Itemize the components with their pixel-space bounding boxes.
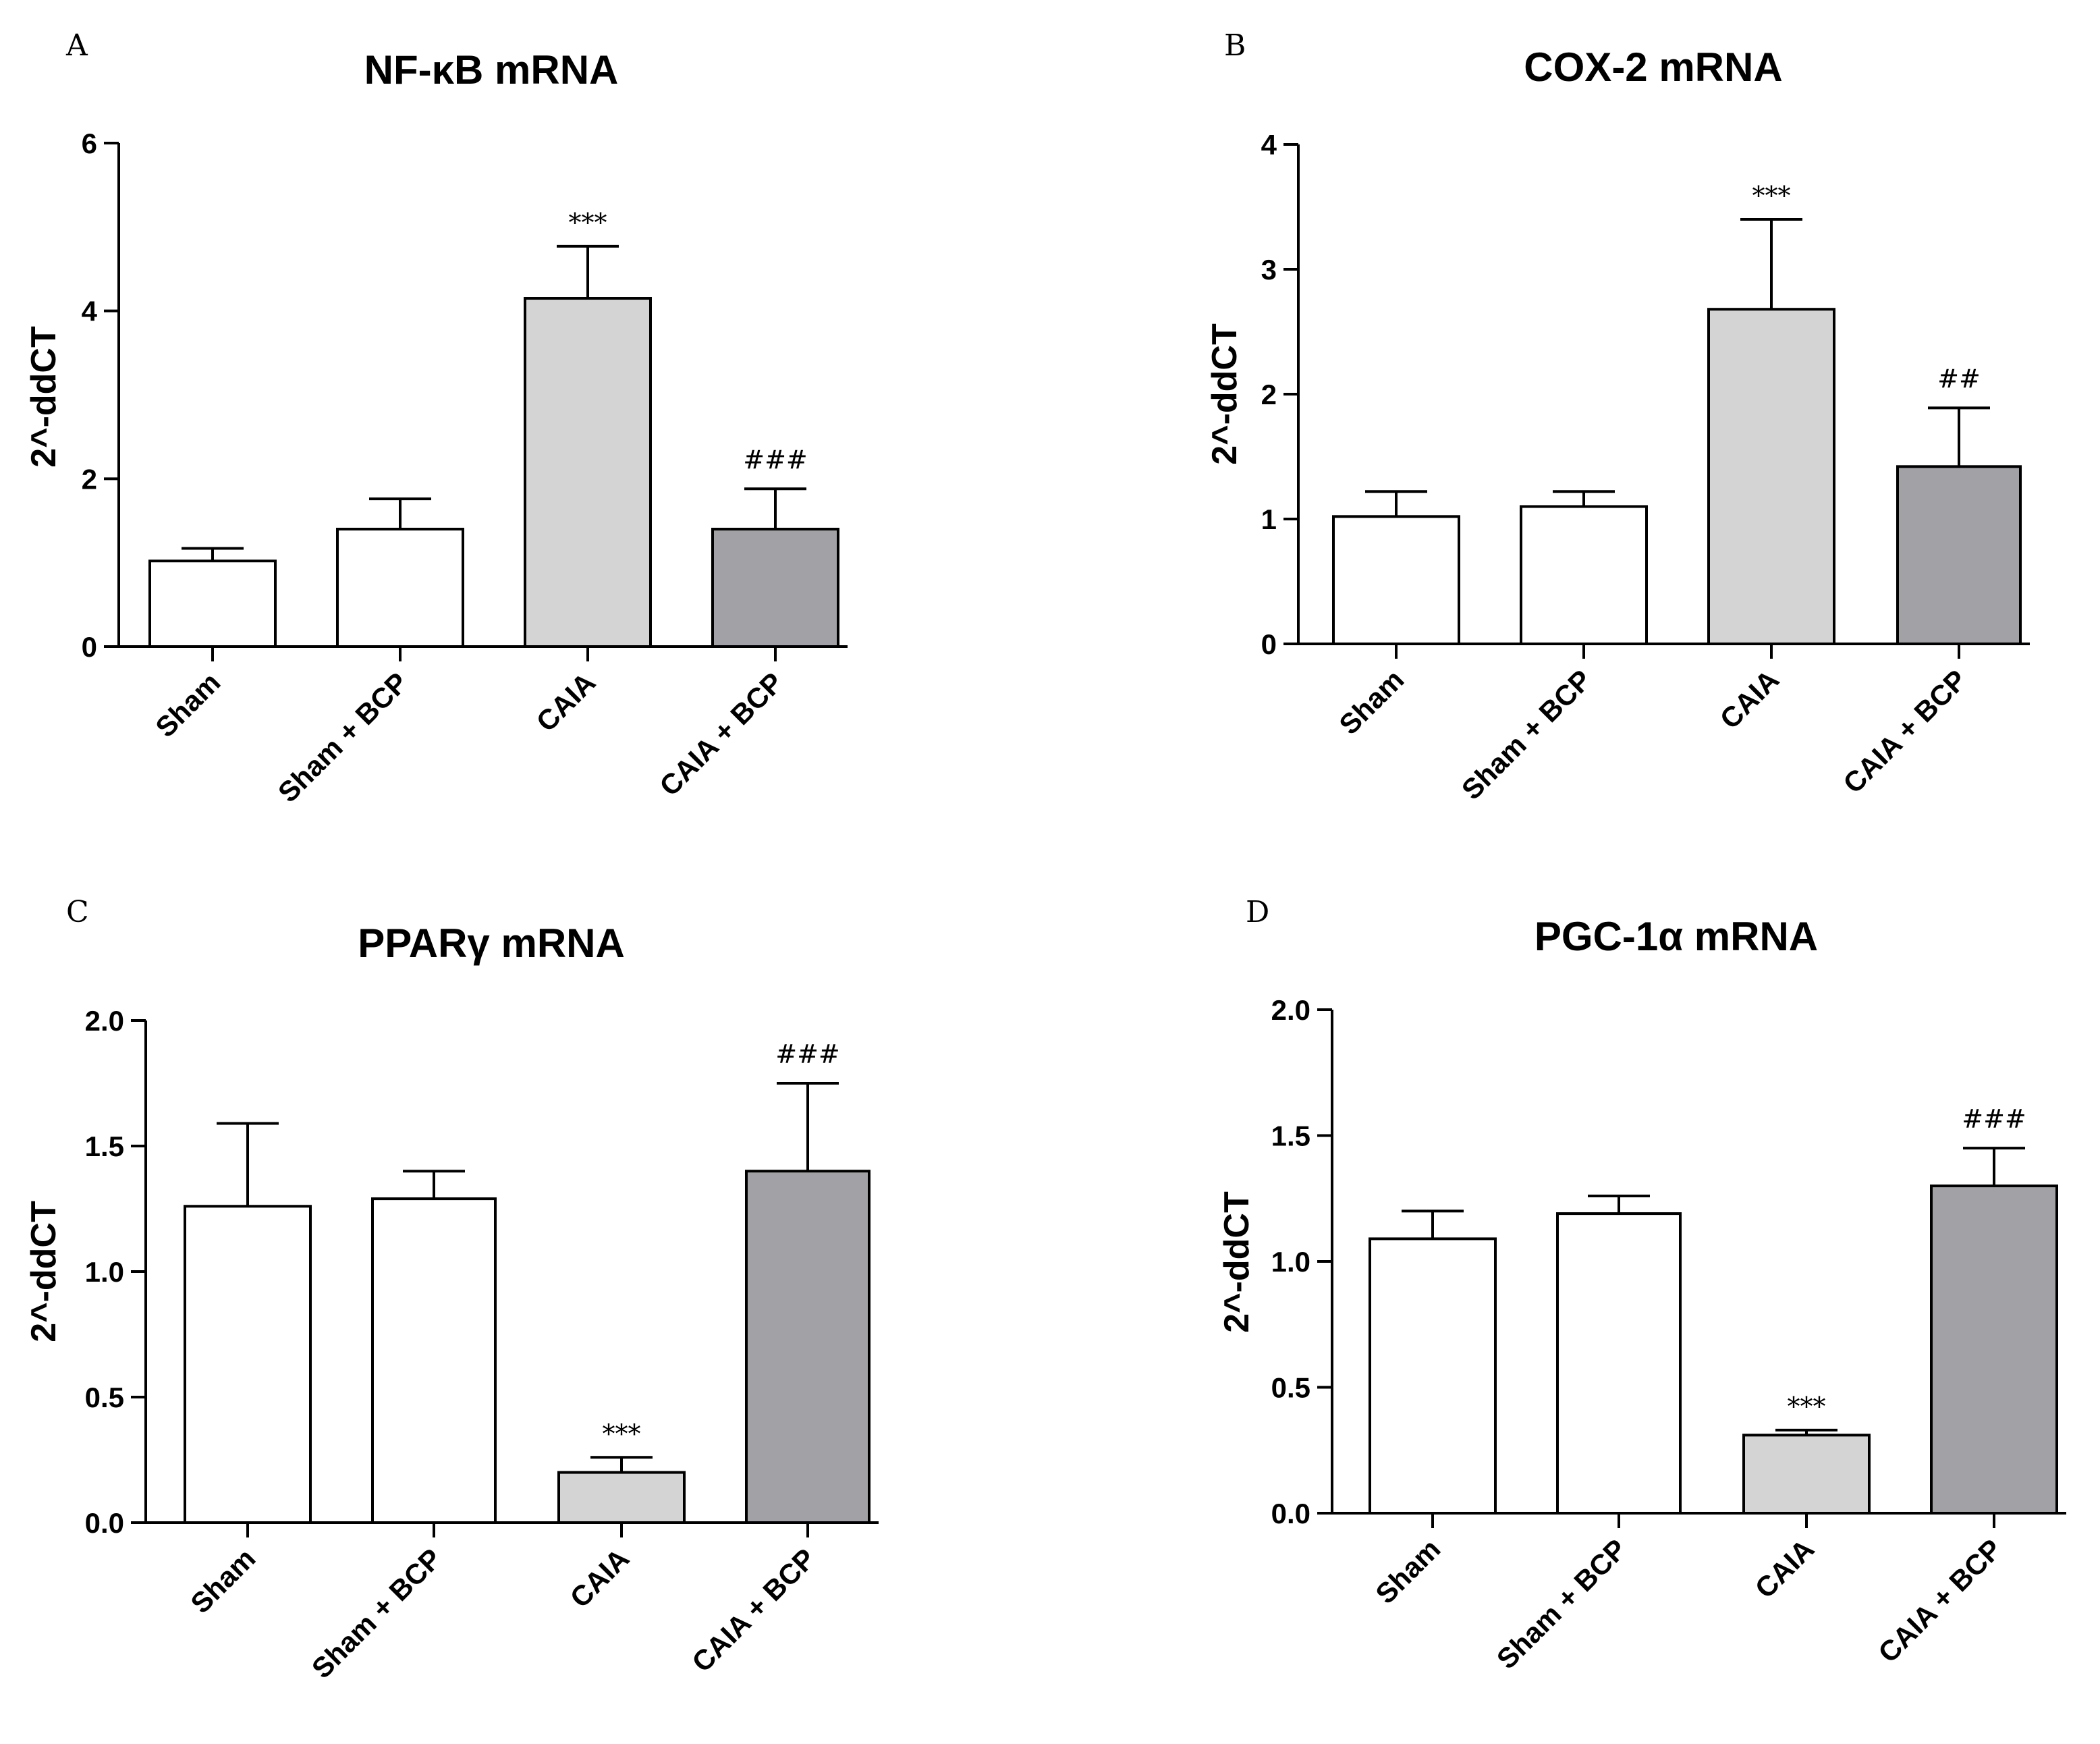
panel-letter: B [1224,28,1246,63]
category-label: Sham [184,1542,261,1619]
panel-d: D PGC-1α mRNA 2^-ddCT *** ### 0.0 0.5 1.0 1.5… [1217,895,2066,1675]
bar [1556,1212,1682,1515]
y-tick-label: 0.5 [85,1382,124,1413]
significance-label: *** [1752,181,1791,211]
category-label: CAIA [1749,1533,1821,1604]
significance-label: *** [603,1419,641,1448]
y-tick-label: 2.0 [1271,994,1310,1026]
bar [1332,515,1460,645]
y-tick-label: 0.0 [85,1507,124,1539]
panel-letter: D [1246,895,1269,929]
panel-letter: A [65,28,88,63]
y-tick-label: 0.5 [1271,1372,1310,1404]
panel-c: C PPARγ mRNA 2^-ddCT *** ### 0.0 0.5 1.0 1.5 2… [24,895,879,1685]
category-label: Sham [149,666,226,743]
y-tick-label: 0 [82,631,97,663]
category-label: Sham [1369,1533,1446,1610]
y-tick-label: 1.5 [1271,1120,1310,1152]
y-tick-label: 2 [82,463,97,495]
category-label: Sham + BCP [306,1542,448,1685]
category-label: CAIA + BCP [1837,663,1972,799]
bar [184,1205,312,1525]
category-label: Sham + BCP [272,666,414,809]
y-tick-label: 4 [1261,129,1277,161]
category-label: CAIA + BCP [653,666,789,802]
category-label: CAIA [564,1542,636,1614]
panel-b: B COX-2 mRNA 2^-ddCT *** ## 0 1 2 3 4 Sham Sham … [1205,28,2030,806]
significance-label: *** [569,208,607,238]
category-label: Sham + BCP [1456,663,1598,806]
y-tick-label: 0.0 [1271,1498,1310,1529]
y-tick-label: 1.0 [1271,1246,1310,1278]
chart-title: NF-κB mRNA [364,47,619,92]
bar [1930,1184,2058,1515]
y-tick-label: 1.0 [85,1256,124,1288]
bar [336,527,464,649]
category-label: CAIA + BCP [1872,1533,2008,1668]
significance-label: *** [1788,1392,1826,1421]
category-label: CAIA [1714,663,1786,735]
category-label: Sham + BCP [1491,1533,1633,1675]
bar [745,1170,871,1524]
bar [148,560,277,648]
y-tick-label: 1.5 [85,1130,124,1162]
panel-a: A NF-κB mRNA 2^-ddCT *** ### 0 2 4 6 Sham Sham … [24,28,848,809]
category-label: CAIA + BCP [686,1542,821,1678]
y-tick-label: 4 [82,296,98,327]
category-label: CAIA [530,666,602,738]
chart-title: COX-2 mRNA [1524,45,1782,90]
y-tick-label: 2 [1261,379,1277,410]
y-tick-label: 3 [1261,254,1277,285]
y-axis-label: 2^-ddCT [1205,323,1244,465]
y-tick-label: 6 [82,128,97,159]
significance-label: ### [775,1039,840,1069]
significance-label: ### [743,445,808,474]
bar [557,1471,686,1525]
y-axis-label: 2^-ddCT [1217,1191,1256,1333]
bar [1707,308,1835,645]
category-label: Sham [1333,663,1410,740]
bar [1369,1237,1497,1515]
chart-title: PGC-1α mRNA [1535,914,1818,959]
y-tick-label: 1 [1261,503,1277,535]
chart-title: PPARγ mRNA [358,921,625,966]
y-axis-label: 2^-ddCT [24,326,63,468]
y-tick-label: 0 [1261,628,1277,660]
panel-letter: C [66,895,89,929]
bar [1896,465,2022,645]
significance-label: ### [1962,1104,2026,1134]
significance-label: ## [1937,364,1981,393]
y-tick-label: 2.0 [85,1005,124,1037]
bar [1742,1434,1871,1515]
y-axis-label: 2^-ddCT [24,1201,63,1342]
bar [711,527,839,649]
bar [524,297,652,648]
bar [1520,505,1648,645]
bar [371,1197,497,1524]
